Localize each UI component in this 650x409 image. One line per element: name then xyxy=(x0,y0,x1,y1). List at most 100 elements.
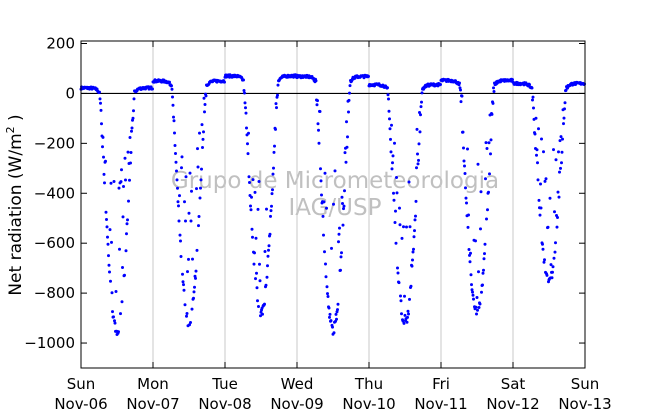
data-point xyxy=(347,110,350,114)
data-point xyxy=(487,141,491,145)
data-point xyxy=(481,283,484,287)
data-point xyxy=(103,181,106,185)
data-point xyxy=(400,312,403,316)
data-point xyxy=(558,139,562,143)
x-tick-label-day: Fri xyxy=(432,375,450,393)
data-point xyxy=(332,202,335,206)
data-point xyxy=(194,276,197,280)
data-point xyxy=(439,83,442,86)
data-point xyxy=(556,216,559,219)
data-point xyxy=(197,215,201,218)
data-point xyxy=(542,150,545,154)
data-point xyxy=(201,137,205,141)
x-tick-label-date: Nov-11 xyxy=(414,395,467,409)
data-point xyxy=(200,123,204,127)
data-point xyxy=(461,130,465,134)
data-point xyxy=(326,295,330,298)
data-point xyxy=(541,242,544,246)
data-point xyxy=(470,283,473,287)
data-point xyxy=(416,162,420,166)
data-point xyxy=(490,112,494,116)
data-point xyxy=(242,89,246,92)
data-point xyxy=(320,193,323,197)
data-point xyxy=(535,153,538,157)
data-point xyxy=(474,239,477,243)
data-point xyxy=(270,204,273,208)
data-point xyxy=(179,239,182,243)
data-point xyxy=(316,122,320,126)
x-tick-label-day: Sun xyxy=(571,375,600,393)
data-point xyxy=(488,172,491,176)
data-point xyxy=(189,321,192,324)
data-point xyxy=(123,273,126,277)
data-point xyxy=(242,78,245,82)
data-point xyxy=(562,116,566,120)
data-point xyxy=(254,236,258,240)
data-point xyxy=(329,319,333,323)
data-point xyxy=(104,210,108,214)
data-point xyxy=(511,78,514,82)
data-point xyxy=(552,148,555,152)
data-point xyxy=(267,244,271,248)
data-point xyxy=(492,86,495,90)
data-point xyxy=(170,84,173,88)
data-point xyxy=(388,117,391,121)
data-point xyxy=(332,331,336,335)
data-point xyxy=(184,175,188,179)
data-point xyxy=(348,91,351,95)
data-point xyxy=(246,152,250,156)
data-point xyxy=(173,144,177,147)
plot-frame xyxy=(80,40,586,369)
data-point xyxy=(331,325,334,329)
data-point xyxy=(257,180,261,183)
data-point xyxy=(187,257,190,261)
grid-lines xyxy=(152,41,514,368)
data-point xyxy=(168,80,171,84)
data-point xyxy=(99,101,102,105)
data-point xyxy=(538,213,542,217)
data-point xyxy=(188,171,192,175)
data-point xyxy=(462,146,465,150)
data-point xyxy=(420,91,424,95)
data-point xyxy=(479,190,483,194)
axis-ticks: 200 0 −200 −400 −600 −800 −1000 Sun Nov-06 Mon Nov… xyxy=(24,34,611,409)
data-point xyxy=(417,142,421,146)
data-point xyxy=(106,235,109,239)
data-point xyxy=(105,225,109,229)
data-point xyxy=(119,180,123,184)
data-point xyxy=(126,218,129,222)
data-point xyxy=(491,101,495,105)
data-point xyxy=(251,178,255,182)
data-point xyxy=(117,330,120,334)
data-point xyxy=(186,270,189,274)
data-point xyxy=(415,127,419,131)
data-point xyxy=(325,206,328,210)
data-point xyxy=(341,202,344,205)
data-point xyxy=(112,180,116,183)
data-point xyxy=(188,323,191,327)
data-point xyxy=(557,195,561,199)
x-tick-label-date: Nov-13 xyxy=(558,395,611,409)
data-point xyxy=(172,115,175,119)
data-point xyxy=(316,99,319,103)
data-point xyxy=(401,319,405,323)
data-point xyxy=(323,250,326,254)
data-point xyxy=(464,186,467,190)
data-point xyxy=(409,284,413,288)
data-point xyxy=(272,166,275,170)
data-point xyxy=(553,250,557,254)
data-point xyxy=(256,299,259,303)
data-point xyxy=(388,127,392,131)
data-point xyxy=(202,96,206,100)
data-point xyxy=(387,109,391,113)
data-point xyxy=(195,248,199,252)
data-point xyxy=(109,181,113,185)
data-point xyxy=(128,178,131,182)
data-point xyxy=(113,319,116,323)
y-tick-label: −200 xyxy=(34,134,75,152)
data-point xyxy=(328,315,331,319)
data-point xyxy=(324,275,328,279)
x-tick-label-date: Nov-08 xyxy=(198,395,251,409)
data-point xyxy=(172,119,176,123)
data-point xyxy=(387,97,390,101)
